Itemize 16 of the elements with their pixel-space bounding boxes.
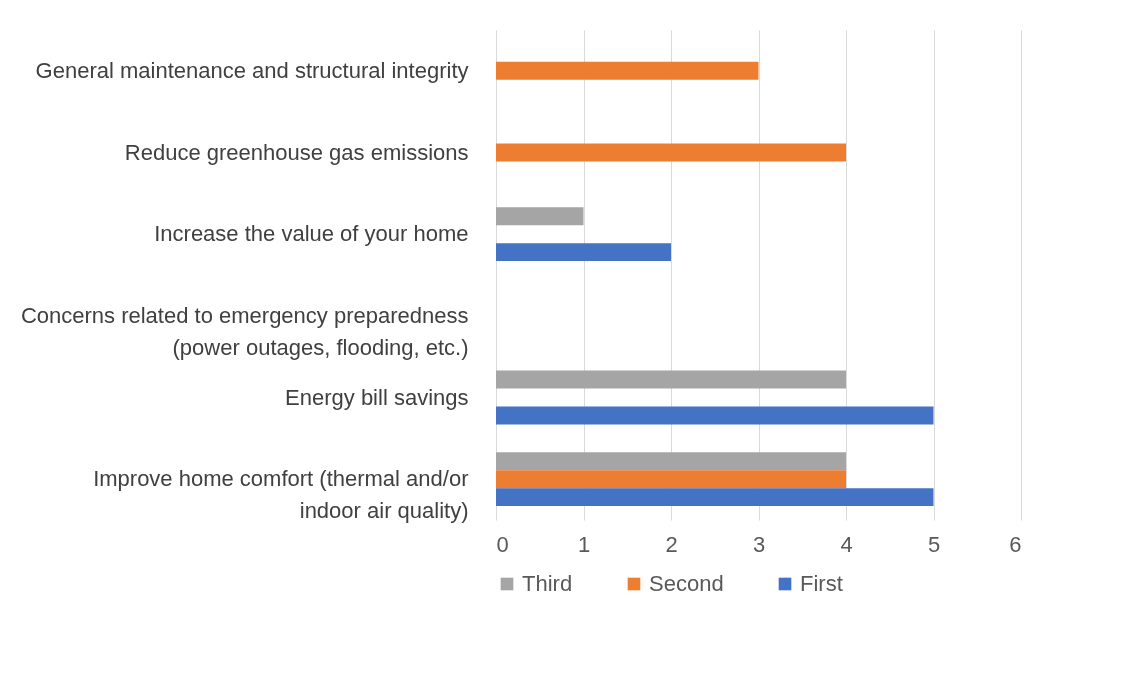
y-tick-label: Increase the value of your home: [154, 221, 469, 247]
legend-label: Third: [522, 571, 573, 596]
legend-label: First: [800, 571, 843, 596]
x-tick-label: 3: [752, 531, 766, 557]
x-tick-label: 1: [577, 531, 591, 557]
y-tick-label: Concerns related to emergency preparedness (power outages, flooding, etc.): [20, 302, 469, 360]
y-tick-label: Improve home comfort (thermal and/or indoor air quality): [93, 466, 469, 524]
legend-label: Second: [649, 571, 724, 596]
x-tick-label: 2: [665, 531, 678, 557]
y-tick-label: Reduce greenhouse gas emissions: [124, 139, 469, 165]
y-tick-label: Energy bill savings: [285, 384, 469, 410]
x-tick-label: 4: [840, 531, 853, 557]
y-tick-label: General maintenance and structural integrity: [35, 57, 469, 83]
x-tick-label: 5: [927, 531, 941, 557]
x-tick-label: 6: [1009, 531, 1022, 557]
x-tick-label: 0: [496, 531, 509, 557]
